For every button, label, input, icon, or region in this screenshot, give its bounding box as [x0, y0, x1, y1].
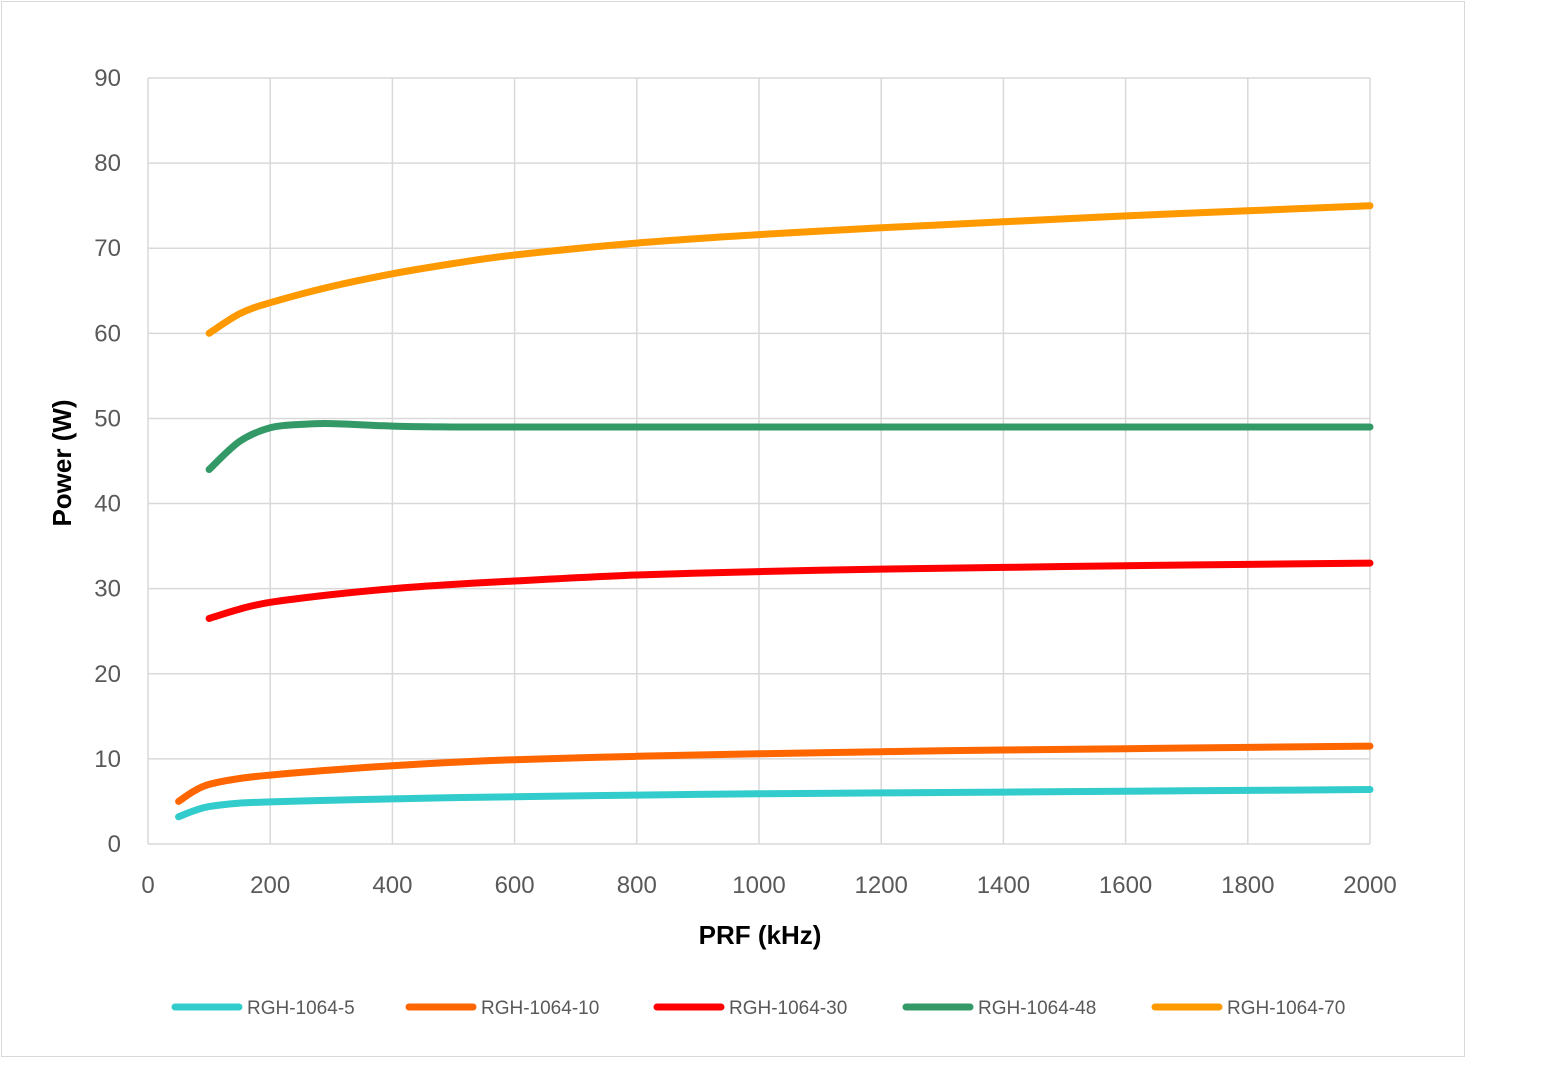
- x-tick-label: 0: [141, 872, 154, 899]
- x-tick-label: 1200: [855, 872, 908, 899]
- y-axis-ticks: 0 10 20 30 40 50 60 70 80 90: [94, 65, 121, 858]
- y-tick-label: 90: [94, 65, 121, 92]
- series-line-5: [205, 202, 1374, 337]
- legend-label-1: RGH-1064-5: [247, 998, 355, 1019]
- y-tick-label: 10: [94, 746, 121, 773]
- y-tick-label: 70: [94, 235, 121, 262]
- grid: [147, 77, 1371, 845]
- x-tick-label: 200: [250, 872, 290, 899]
- x-tick-label: 1600: [1099, 872, 1152, 899]
- x-axis-title: PRF (kHz): [699, 920, 822, 950]
- x-tick-label: 1400: [977, 872, 1030, 899]
- x-tick-label: 2000: [1343, 872, 1396, 899]
- legend-label-5: RGH-1064-70: [1227, 998, 1345, 1019]
- y-tick-label: 30: [94, 576, 121, 603]
- y-tick-label: 0: [108, 831, 121, 858]
- legend: RGH-1064-5 RGH-1064-10 RGH-1064-30 RGH-1064…: [171, 998, 1345, 1019]
- series-line-4: [205, 420, 1374, 473]
- y-tick-label: 60: [94, 320, 121, 347]
- y-tick-label: 80: [94, 150, 121, 177]
- legend-label-4: RGH-1064-48: [978, 998, 1096, 1019]
- series-line-3: [205, 559, 1374, 622]
- series-line-2: [175, 742, 1374, 805]
- series-lines: [175, 202, 1374, 821]
- x-tick-label: 1000: [732, 872, 785, 899]
- x-tick-label: 1800: [1221, 872, 1274, 899]
- chart-frame: [1, 1, 1465, 1057]
- legend-label-3: RGH-1064-30: [729, 998, 847, 1019]
- series-line-1: [175, 786, 1374, 821]
- y-tick-label: 20: [94, 661, 121, 688]
- legend-label-2: RGH-1064-10: [481, 998, 599, 1019]
- x-tick-label: 600: [495, 872, 535, 899]
- y-tick-label: 50: [94, 405, 121, 432]
- x-tick-label: 800: [617, 872, 657, 899]
- y-axis-title: Power (W): [47, 399, 77, 526]
- x-axis-ticks: 0 200 400 600 800 1000 1200 1400 1600 1800 2000: [141, 872, 1396, 899]
- x-tick-label: 400: [372, 872, 412, 899]
- y-tick-label: 40: [94, 491, 121, 518]
